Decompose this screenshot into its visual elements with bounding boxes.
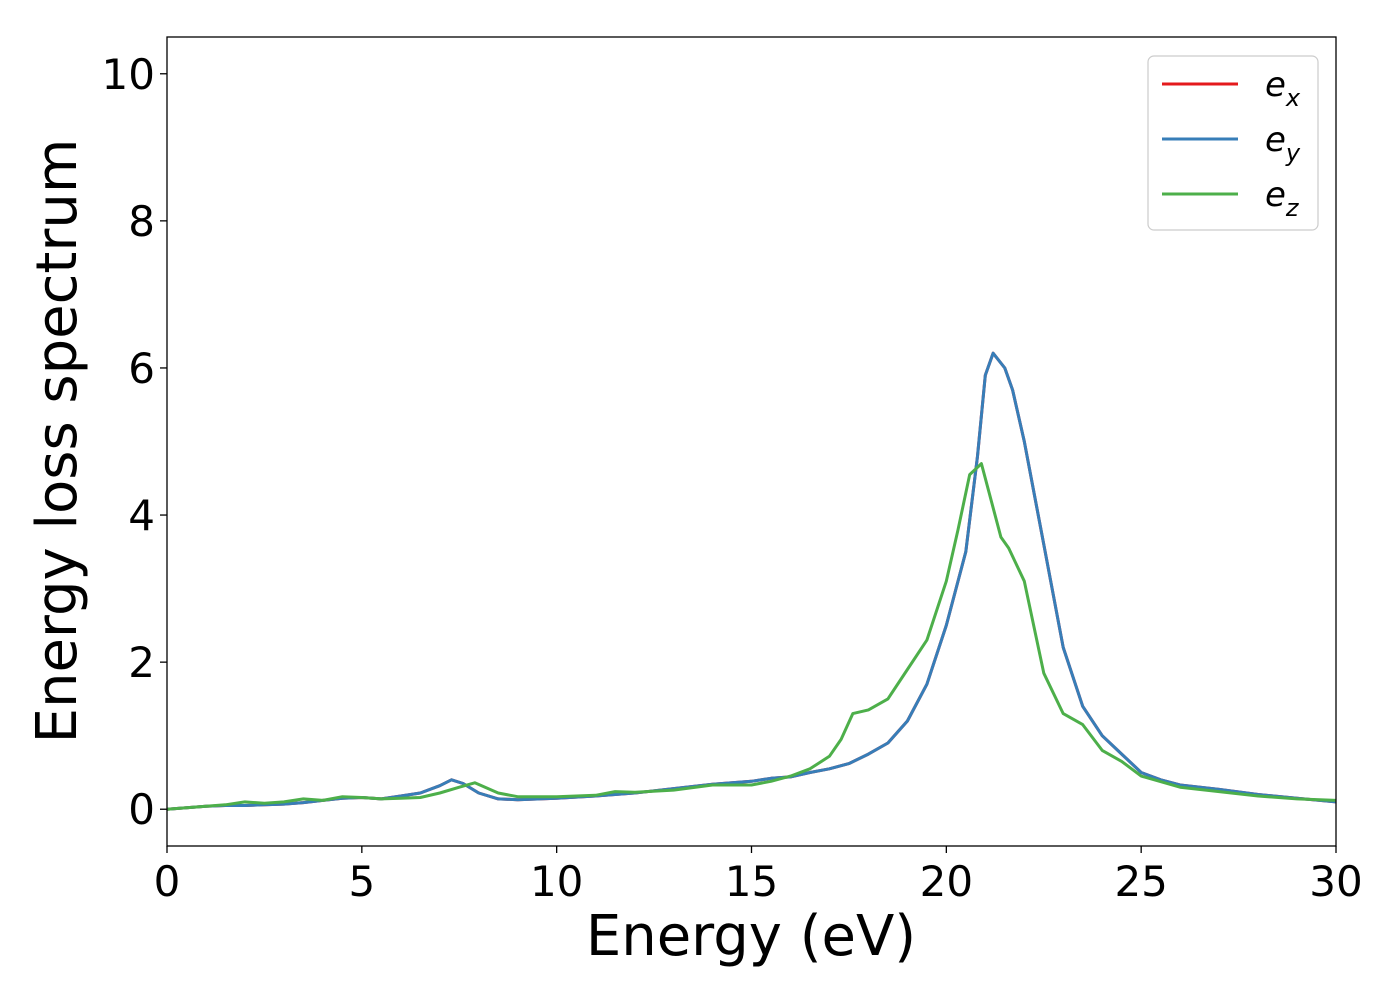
y-tick-label: 10 — [102, 50, 155, 99]
x-tick-label: 5 — [348, 857, 375, 906]
y-tick-label: 6 — [128, 344, 155, 393]
x-tick-label: 25 — [1114, 857, 1167, 906]
x-tick-label: 30 — [1309, 857, 1362, 906]
x-axis-title: Energy (eV) — [586, 904, 916, 969]
y-tick-label: 4 — [128, 491, 155, 540]
y-tick-label: 8 — [128, 197, 155, 246]
y-tick-label: 2 — [128, 638, 155, 687]
y-tick-label: 0 — [128, 785, 155, 834]
x-tick-label: 15 — [725, 857, 778, 906]
x-tick-label: 20 — [920, 857, 973, 906]
y-axis-ticks: 0 2 4 6 8 10 — [102, 50, 167, 834]
x-axis-ticks: 0 5 10 15 20 25 30 — [154, 846, 1363, 906]
series-layer — [166, 351, 1337, 811]
series-line-z — [166, 462, 1337, 811]
legend-box — [1147, 55, 1319, 231]
y-axis-title: Energy loss spectrum — [25, 139, 90, 744]
x-tick-label: 0 — [154, 857, 181, 906]
x-tick-label: 10 — [530, 857, 583, 906]
